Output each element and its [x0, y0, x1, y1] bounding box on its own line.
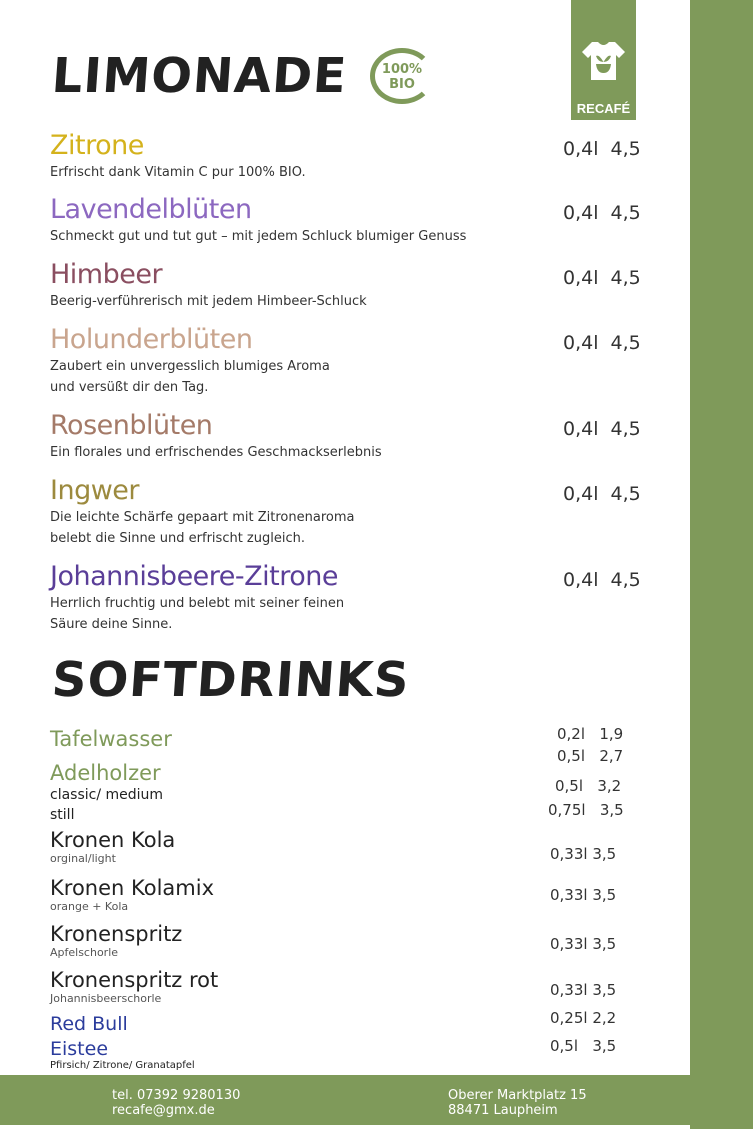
item-price: 0,4l 4,5 — [563, 332, 641, 354]
limonade-item: Ingwer Die leichte Schärfe gepaart mit Z… — [50, 475, 354, 549]
item-desc: Erfrischt dank Vitamin C pur 100% BIO. — [50, 165, 306, 180]
item-size: 0,4l — [563, 569, 599, 591]
limonade-item: Johannisbeere-Zitrone Herrlich fruchtig … — [50, 561, 344, 635]
drink-name: Kronen Kola — [50, 828, 176, 852]
drink-name: Kronenspritz rot — [50, 968, 219, 992]
item-desc: Beerig-verführerisch mit jedem Himbeer-S… — [50, 294, 367, 309]
drink-name: Adelholzer — [50, 761, 161, 785]
item-name: Zitrone — [50, 130, 144, 161]
drink-name: Eistee — [50, 1038, 109, 1060]
drink-name: Kronenspritz — [50, 922, 183, 946]
softdrinks-heading: SOFTDRINKS — [50, 652, 412, 708]
drink-desc: orginal/light — [50, 852, 116, 865]
item-desc: Schmeckt gut und tut gut – mit jedem Sch… — [50, 229, 467, 244]
item-name: Holunderblüten — [50, 324, 253, 355]
softdrink-redbull: Red Bull — [50, 1013, 128, 1035]
limonade-item: Himbeer Beerig-verführerisch mit jedem H… — [50, 259, 367, 312]
softdrink-eistee: Eistee Pfirsich/ Zitrone/ Granatapfel — [50, 1038, 195, 1071]
drink-price: 0,5l 2,7 — [557, 747, 624, 765]
drink-desc: classic/ medium — [50, 787, 164, 803]
drink-desc: Johannisbeerschorle — [50, 992, 162, 1005]
limonade-item: Lavendelblüten Schmeckt gut und tut gut … — [50, 194, 466, 247]
item-size: 0,4l — [563, 138, 599, 160]
drink-desc: Pfirsich/ Zitrone/ Granatapfel — [50, 1060, 195, 1071]
item-name: Himbeer — [50, 259, 163, 290]
item-size: 0,4l — [563, 332, 599, 354]
item-desc: Die leichte Schärfe gepaart mit Zitronen… — [50, 510, 355, 525]
item-desc: Zaubert ein unvergesslich blumiges Aroma — [50, 359, 330, 374]
softdrink-kolamix: Kronen Kolamix orange + Kola — [50, 876, 214, 913]
drink-price: 0,2l 1,9 — [557, 725, 624, 743]
limonade-item: Rosenblüten Ein florales und erfrischend… — [50, 410, 382, 463]
brand-name: RECAFÉ — [576, 101, 631, 116]
softdrink-adelholzer: Adelholzer classic/ medium still — [50, 761, 163, 825]
shirt-cup-icon — [582, 42, 625, 80]
drink-name: Kronen Kolamix — [50, 876, 215, 900]
item-price-value: 4,5 — [610, 332, 641, 354]
drink-price: 0,33l 3,5 — [550, 845, 617, 863]
item-size: 0,4l — [563, 483, 599, 505]
bio-badge-percent: 100% — [381, 62, 423, 77]
item-price-value: 4,5 — [610, 418, 641, 440]
address-street: Oberer Marktplatz 15 — [448, 1088, 587, 1103]
item-price-value: 4,5 — [610, 138, 641, 160]
phone[interactable]: tel. 07392 9280130 — [112, 1088, 241, 1103]
bio-badge: 100% BIO — [370, 48, 434, 104]
item-price-value: 4,5 — [610, 202, 641, 224]
item-desc: Säure deine Sinne. — [50, 617, 173, 632]
item-price-value: 4,5 — [610, 267, 641, 289]
softdrink-tafelwasser: Tafelwasser — [50, 727, 172, 751]
item-desc: Herrlich fruchtig und belebt mit seiner … — [50, 596, 345, 611]
drink-price: 0,33l 3,5 — [550, 886, 617, 904]
limonade-item: Holunderblüten Zaubert ein unvergesslich… — [50, 324, 330, 398]
item-price-value: 4,5 — [610, 483, 641, 505]
limonade-heading: LIMONADE — [50, 48, 349, 104]
item-desc: belebt die Sinne und erfrischt zugleich. — [50, 531, 305, 546]
item-desc: Ein florales und erfrischendes Geschmack… — [50, 445, 382, 460]
item-size: 0,4l — [563, 418, 599, 440]
item-price-value: 4,5 — [610, 569, 641, 591]
recafe-logo: RECAFÉ — [571, 0, 636, 120]
item-desc: und versüßt dir den Tag. — [50, 380, 209, 395]
drink-price: 0,25l 2,2 — [550, 1009, 617, 1027]
bio-badge-text: BIO — [389, 77, 415, 92]
email[interactable]: recafe@gmx.de — [112, 1103, 215, 1118]
softdrink-kronenspritz: Kronenspritz Apfelschorle — [50, 922, 182, 959]
drink-price: 0,5l 3,2 — [555, 777, 622, 795]
drink-desc: still — [50, 807, 75, 823]
address-city: 88471 Laupheim — [448, 1103, 558, 1118]
item-price: 0,4l 4,5 — [563, 418, 641, 440]
limonade-item: Zitrone Erfrischt dank Vitamin C pur 100… — [50, 130, 306, 183]
item-price: 0,4l 4,5 — [563, 569, 641, 591]
softdrink-kronenspritz-rot: Kronenspritz rot Johannisbeerschorle — [50, 968, 218, 1005]
item-price: 0,4l 4,5 — [563, 138, 641, 160]
item-price: 0,4l 4,5 — [563, 202, 641, 224]
item-name: Rosenblüten — [50, 410, 213, 441]
drink-price: 0,75l 3,5 — [548, 801, 624, 819]
drink-desc: Apfelschorle — [50, 946, 119, 959]
footer: tel. 07392 9280130 recafe@gmx.de Oberer M… — [0, 1075, 690, 1125]
drink-price: 0,33l 3,5 — [550, 981, 617, 999]
item-size: 0,4l — [563, 267, 599, 289]
item-name: Lavendelblüten — [50, 194, 252, 225]
drink-name: Tafelwasser — [50, 727, 172, 751]
softdrink-kola: Kronen Kola orginal/light — [50, 828, 175, 865]
drink-price: 0,33l 3,5 — [550, 935, 617, 953]
drink-desc: orange + Kola — [50, 900, 129, 913]
drink-price: 0,5l 3,5 — [550, 1037, 617, 1055]
item-name: Johannisbeere-Zitrone — [50, 561, 339, 592]
item-name: Ingwer — [50, 475, 140, 506]
item-price: 0,4l 4,5 — [563, 267, 641, 289]
drink-name: Red Bull — [50, 1013, 128, 1035]
green-side-strip — [690, 0, 753, 1129]
item-size: 0,4l — [563, 202, 599, 224]
item-price: 0,4l 4,5 — [563, 483, 641, 505]
